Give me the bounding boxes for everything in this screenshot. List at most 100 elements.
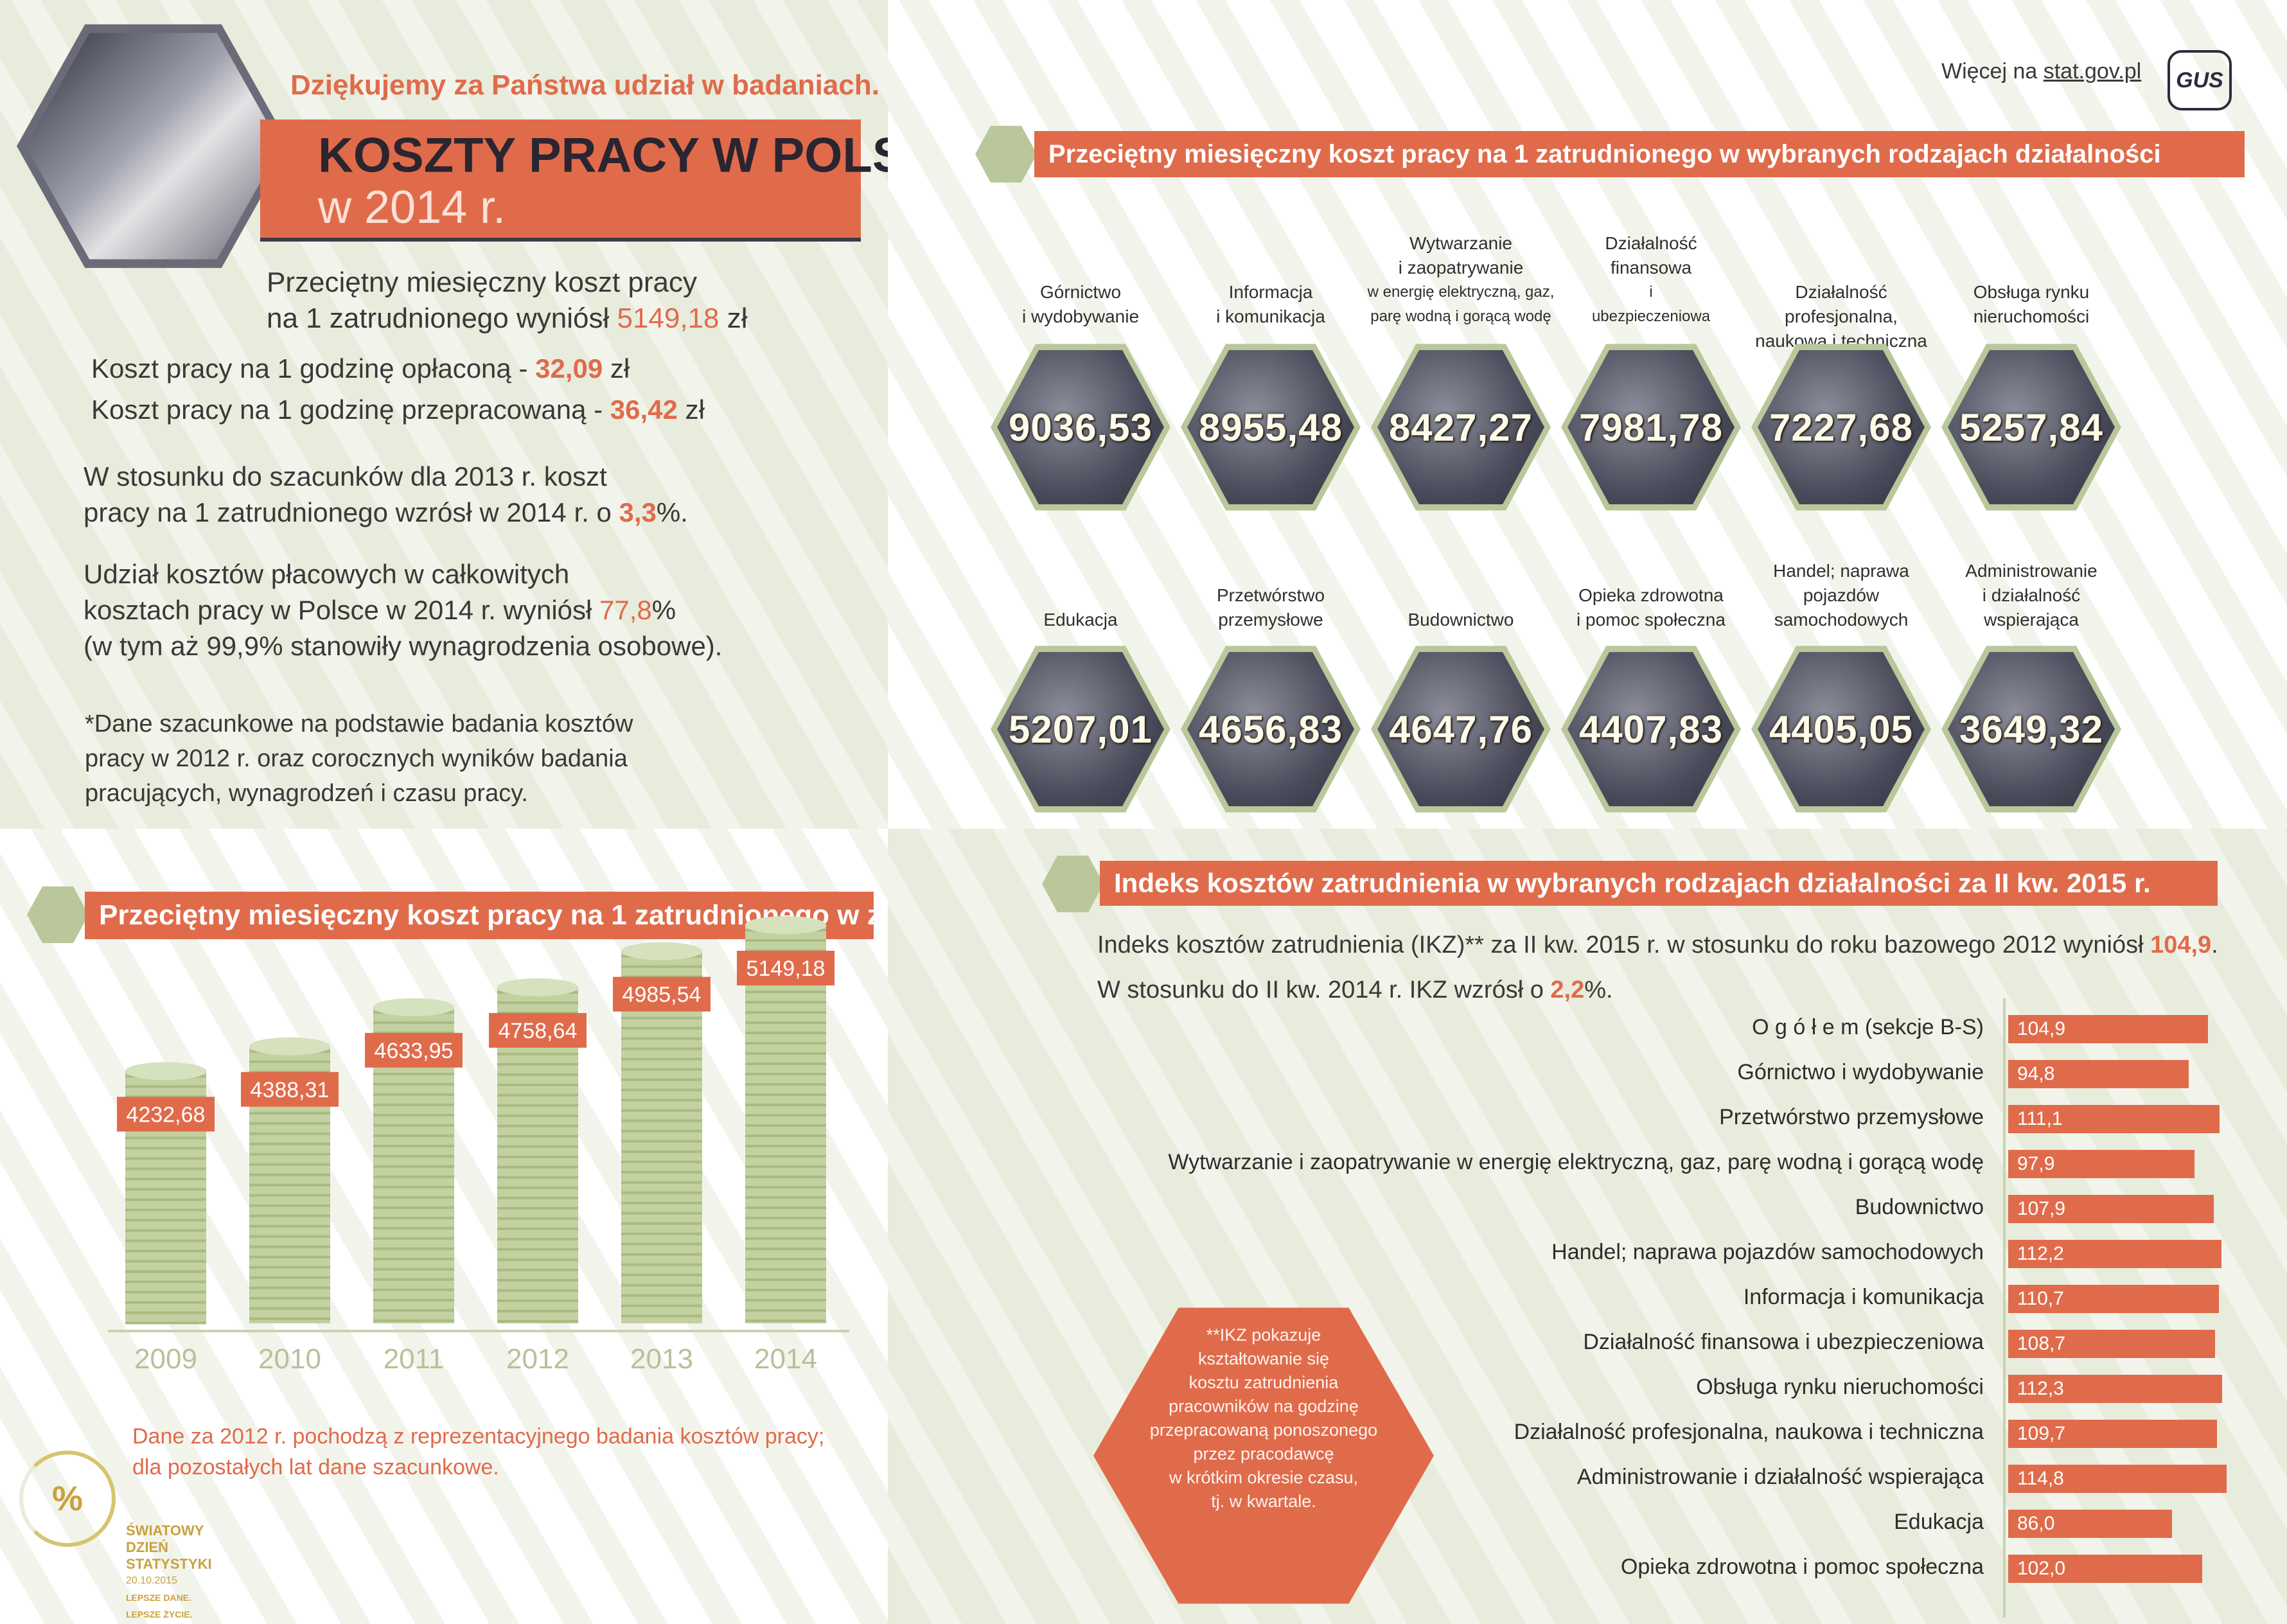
ikz-row-label: O g ó ł e m (sekcje B-S) (1752, 1015, 1984, 1039)
sector-hexagon: 4405,05 (1751, 646, 1931, 813)
ikz-bar: 108,7 (2008, 1330, 2215, 1358)
sector-hexagon: 4407,83 (1561, 646, 1741, 813)
sectors-panel: Więcej na stat.gov.pl GUS Przeciętny mie… (888, 0, 2287, 829)
coin-chart: 4232,68 2009 4388,31 2010 4633,95 2011 4758,64… (117, 916, 834, 1375)
sector-hexagon: 8955,48 (1181, 344, 1361, 511)
ikz-row-label: Działalność finansowa i ubezpieczeniowa (1583, 1330, 1984, 1354)
sector-hexagon: 4647,76 (1371, 646, 1551, 813)
ikz-bar: 86,0 (2008, 1510, 2172, 1538)
coins-hand-photo-icon (26, 33, 281, 260)
ikz-bar: 110,7 (2008, 1285, 2219, 1313)
summary-panel: Dziękujemy za Państwa udział w badaniach… (0, 0, 888, 829)
ikz-bar: 112,2 (2008, 1240, 2221, 1268)
year-tick-label: 2011 (384, 1343, 445, 1375)
sector-cost-value: 3649,32 (1959, 707, 2103, 751)
sector-hexagon: 4656,83 (1181, 646, 1361, 813)
classroom-icon (997, 652, 1164, 806)
sector-label: Przetwórstwo przemysłowe (1216, 585, 1325, 630)
hexagon-photo-frame (17, 24, 290, 269)
sector-hexagon: 9036,53 (991, 344, 1170, 511)
mining-icon (997, 350, 1164, 504)
ikz-panel: Indeks kosztów zatrudnienia w wybranych … (888, 829, 2287, 1624)
page-subtitle: w 2014 r. (318, 182, 506, 233)
title-banner: KOSZTY PRACY W POLSCE* w 2014 r. (260, 119, 888, 242)
sector-cost-value: 7227,68 (1769, 405, 1913, 449)
sector-cost-header: Przeciętny miesięczny koszt pracy na 1 z… (1034, 131, 2245, 177)
header-hex-decoration (1042, 855, 1104, 913)
ikz-row-label: Informacja i komunikacja (1743, 1285, 1984, 1309)
sector-hexagon: 8427,27 (1371, 344, 1551, 511)
sector-hexagon: 5207,01 (991, 646, 1170, 813)
more-info: Więcej na stat.gov.pl (1941, 59, 2142, 84)
ikz-bar: 111,1 (2008, 1105, 2220, 1133)
ikz-bar: 112,3 (2008, 1375, 2222, 1403)
ikz-row-label: Górnictwo i wydobywanie (1737, 1060, 1984, 1084)
sector-label: Informacja i komunikacja (1216, 282, 1325, 326)
stat-link[interactable]: stat.gov.pl (2043, 59, 2142, 84)
header-hex-decoration (27, 886, 89, 944)
coin-value-label: 4985,54 (623, 983, 702, 1007)
sector-hexagon: 3649,32 (1941, 646, 2121, 813)
ikz-bar: 114,8 (2008, 1465, 2227, 1493)
coin-value-label: 4388,31 (251, 1078, 330, 1102)
year-tick-label: 2012 (506, 1343, 569, 1375)
avg-cost-text: Przeciętny miesięczny koszt pracy na 1 z… (267, 267, 748, 334)
sector-cost-value: 5257,84 (1959, 405, 2103, 449)
ikz-row-label: Administrowanie i działalność wspierając… (1576, 1465, 1984, 1489)
growth-text: W stosunku do szacunków dla 2013 r. kosz… (84, 461, 688, 527)
statistics-day-text: ŚWIATOWY DZIEŃ STATYSTYKI 20.10.2015 LEP… (126, 1522, 212, 1620)
yearly-cost-header: Przeciętny miesięczny koszt pracy na 1 z… (85, 892, 888, 939)
percent-ring-icon: % (19, 1451, 116, 1547)
year-tick-label: 2009 (134, 1343, 197, 1375)
ikz-row-label: Opieka zdrowotna i pomoc społeczna (1620, 1555, 1984, 1579)
header-hex-decoration (975, 125, 1037, 183)
sector-cost-value: 4647,76 (1389, 707, 1533, 751)
hour-paid-text: Koszt pracy na 1 godzinę opłaconą - 32,0… (91, 353, 630, 384)
sector-label: Działalność profesjonalna, naukowa i tech… (1755, 282, 1927, 351)
sector-label: Wytwarzanie i zaopatrywanie w energię elek… (1367, 233, 1555, 325)
thanks-text: Dziękujemy za Państwa udział w badaniach… (290, 69, 879, 101)
sector-cost-value: 9036,53 (1009, 405, 1152, 449)
estimate-note: *Dane szacunkowe na podstawie badania ko… (85, 710, 633, 807)
hour-worked-text: Koszt pracy na 1 godzinę przepracowaną -… (91, 394, 705, 425)
sector-cost-value: 4405,05 (1769, 707, 1913, 751)
yearly-cost-panel: Przeciętny miesięczny koszt pracy na 1 z… (0, 829, 888, 1624)
ikz-bar: 102,0 (2008, 1555, 2202, 1583)
ikz-axis-line (2003, 998, 2006, 1618)
sector-label: Górnictwo i wydobywanie (1021, 282, 1140, 326)
coin-value-box (737, 951, 834, 985)
ikz-row-label: Obsługa rynku nieruchomości (1696, 1375, 1984, 1399)
ikz-intro: Indeks kosztów zatrudnienia (IKZ)** za I… (1097, 931, 2218, 1003)
sector-cost-value: 7981,78 (1579, 405, 1723, 449)
coin-value-label: 4758,64 (499, 1019, 578, 1043)
coin-value-label: 4633,95 (375, 1039, 454, 1063)
ikz-bar: 94,8 (2008, 1060, 2189, 1088)
year-tick-label: 2013 (630, 1343, 693, 1375)
gus-logo: GUS (2168, 50, 2232, 110)
ikz-row-label: Działalność profesjonalna, naukowa i tec… (1514, 1420, 1984, 1444)
chart-note: Dane za 2012 r. pochodzą z reprezentacyj… (132, 1424, 825, 1479)
coin-stack-bar (745, 916, 826, 1323)
wage-share-text: Udział kosztów płacowych w całkowitych k… (84, 559, 723, 661)
ikz-row-label: Przetwórstwo przemysłowe (1719, 1105, 1984, 1129)
sector-label: Administrowanie i działalność wspierająca (1965, 561, 2097, 630)
sector-cost-value: 5207,01 (1009, 707, 1152, 751)
sector-cost-value: 4407,83 (1579, 707, 1723, 751)
ikz-row-label: Edukacja (1894, 1510, 1984, 1534)
coin-value-box (117, 1097, 215, 1132)
sector-label: Handel; naprawa pojazdów samochodowych (1773, 561, 1909, 630)
sector-label: Obsługa rynku nieruchomości (1973, 282, 2090, 326)
sector-label: Budownictwo (1408, 610, 1514, 630)
sector-hexagon: 7981,78 (1561, 344, 1741, 511)
sector-label: Działalność finansowa i ubezpieczeniowa (1591, 233, 1711, 325)
ikz-bar: 104,9 (2008, 1015, 2208, 1043)
sector-label: Opieka zdrowotna i pomoc społeczna (1576, 585, 1726, 630)
sector-cost-value: 4656,83 (1199, 707, 1343, 751)
sector-hexagon: 7227,68 (1751, 344, 1931, 511)
coin-value-label: 4232,68 (127, 1102, 206, 1127)
coin-value-box (489, 1012, 587, 1048)
coin-value-label: 5149,18 (746, 957, 826, 981)
coin-stack-bar (621, 942, 702, 1323)
ikz-row-label: Budownictwo (1855, 1195, 1984, 1219)
sector-label: Edukacja (1043, 610, 1118, 630)
